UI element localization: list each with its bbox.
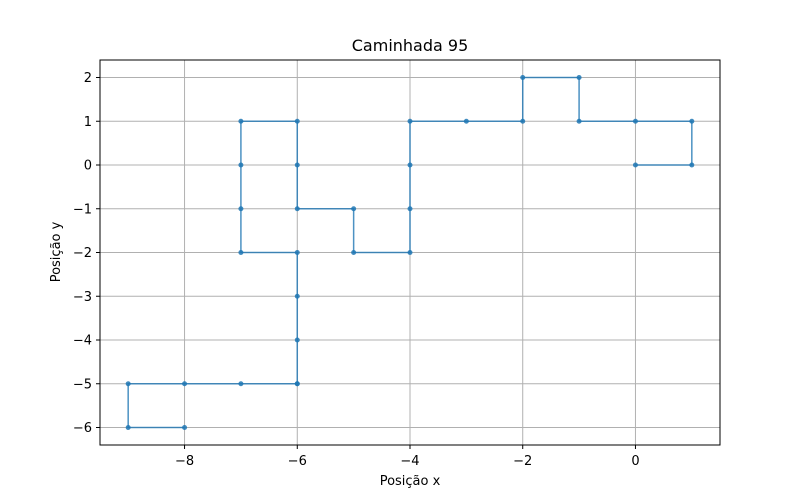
x-tick-label: −6 — [288, 454, 307, 469]
walk-point — [576, 118, 582, 124]
walk-point — [407, 118, 413, 124]
walk-point — [238, 162, 244, 168]
walk-point — [407, 162, 413, 168]
x-tick-label: −8 — [175, 454, 194, 469]
x-axis-ticks: −8 −6 −4 −2 0 — [175, 445, 640, 469]
walk-point — [632, 118, 638, 124]
walk-point — [238, 206, 244, 212]
walk-point — [294, 381, 300, 387]
walk-point — [351, 250, 357, 255]
walk-point — [182, 381, 188, 387]
x-axis-label: Posição x — [380, 474, 441, 489]
walk-point — [689, 162, 695, 168]
walk-point — [182, 425, 188, 430]
walk-point — [407, 206, 413, 212]
y-axis-label: Posição y — [49, 221, 64, 282]
walk-point — [689, 118, 695, 124]
x-tick-label: −2 — [513, 454, 532, 469]
walk-point — [294, 118, 300, 124]
walk-point — [520, 118, 526, 124]
walk-point — [238, 250, 244, 255]
y-tick-label: −4 — [73, 334, 92, 349]
y-tick-label: 0 — [84, 159, 92, 174]
walk-point — [294, 337, 300, 343]
y-axis-ticks: −6 −5 −4 −3 −2 −1 0 1 2 — [73, 71, 100, 436]
walk-point — [351, 206, 357, 212]
walk-point — [294, 162, 300, 168]
y-tick-label: −2 — [73, 246, 92, 261]
x-tick-label: −4 — [400, 454, 419, 469]
walk-point — [125, 381, 131, 387]
y-tick-label: −1 — [73, 202, 92, 217]
walk-point — [238, 381, 244, 387]
y-tick-label: −5 — [73, 377, 92, 392]
walk-point — [520, 75, 526, 80]
walk-point — [576, 75, 582, 80]
y-tick-label: 1 — [84, 115, 92, 130]
y-tick-label: −6 — [73, 421, 92, 436]
walk-point — [463, 118, 469, 124]
walk-point — [294, 206, 300, 212]
walk-point — [632, 162, 638, 168]
walk-point — [407, 250, 413, 255]
y-tick-label: 2 — [84, 71, 92, 86]
y-tick-label: −3 — [73, 290, 92, 305]
walk-point — [294, 293, 300, 299]
x-tick-label: 0 — [631, 454, 639, 469]
walk-point — [294, 250, 300, 255]
walk-point — [125, 425, 131, 430]
walk-point — [238, 118, 244, 124]
series-layer — [125, 75, 695, 430]
chart-title: Caminhada 95 — [352, 36, 469, 55]
